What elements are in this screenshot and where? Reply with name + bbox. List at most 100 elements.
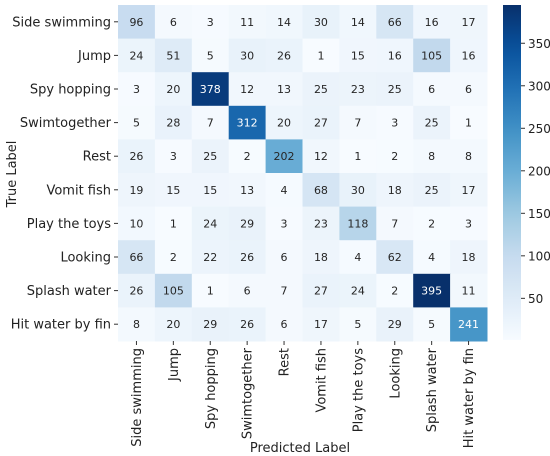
heatmap-cell: [450, 105, 488, 140]
y-tick-label: Rest: [83, 150, 111, 165]
y-tick-label: Jump: [77, 49, 111, 64]
cell-value-label: 202: [274, 150, 295, 163]
cell-value-label: 8: [428, 150, 435, 163]
cell-value-label: 51: [166, 49, 180, 62]
cell-value-label: 24: [203, 217, 217, 230]
cell-value-label: 378: [200, 83, 221, 96]
cell-value-label: 2: [428, 217, 435, 230]
cell-value-label: 14: [351, 16, 365, 29]
cell-value-label: 1: [354, 150, 361, 163]
cell-value-label: 6: [281, 251, 288, 264]
heatmap-cell: [376, 105, 414, 140]
x-tick-label: Looking: [388, 348, 403, 399]
heatmap-cell: [118, 273, 156, 308]
cell-value-label: 29: [388, 318, 402, 331]
heatmap-cell: [191, 240, 230, 275]
cell-value-label: 1: [465, 117, 472, 130]
x-tick-label: Hit water by fin: [462, 348, 477, 448]
cell-value-label: 3: [133, 83, 140, 96]
heatmap-cell: [376, 139, 414, 174]
heatmap-cell: [265, 72, 303, 107]
cell-value-label: 2: [170, 251, 177, 264]
x-tick-label: Play the toys: [351, 348, 366, 432]
y-tick-label: Hit water by fin: [11, 318, 111, 333]
heatmap-cell: [154, 38, 193, 73]
cell-value-label: 25: [314, 83, 328, 96]
heatmap-cell: [339, 273, 377, 308]
heatmap-cell: [450, 307, 488, 342]
cell-value-label: 26: [240, 318, 254, 331]
heatmap-cell: [228, 173, 267, 208]
cell-value-label: 14: [277, 16, 291, 29]
heatmap-cell: [339, 38, 377, 73]
y-axis-label: True Label: [5, 141, 20, 209]
heatmap-cell: [413, 105, 451, 140]
heatmap-cell: [191, 273, 230, 308]
cell-value-label: 16: [462, 49, 476, 62]
heatmap-cell: [302, 307, 340, 342]
cell-value-label: 4: [428, 251, 435, 264]
cell-value-label: 105: [163, 285, 184, 298]
cell-value-label: 66: [129, 251, 143, 264]
heatmap-cell: [154, 173, 193, 208]
heatmap-cell: [413, 307, 451, 342]
heatmap-cell: [191, 307, 230, 342]
heatmap-cell: [339, 307, 377, 342]
heatmap-cell: [450, 173, 488, 208]
cell-value-label: 18: [462, 251, 476, 264]
cell-value-label: 5: [207, 49, 214, 62]
cell-value-label: 15: [351, 49, 365, 62]
cell-value-label: 1: [170, 217, 177, 230]
colorbar-ticks: 50 100 150 200 250 300 350: [521, 37, 550, 306]
heatmap-cell: [302, 173, 340, 208]
colorbar: [503, 5, 521, 340]
heatmap-cell: [154, 105, 193, 140]
heatmap-cell: [228, 38, 267, 73]
heatmap-cell: [228, 206, 267, 241]
cell-value-label: 312: [237, 117, 258, 130]
cell-value-label: 241: [458, 318, 479, 331]
heatmap-cell: [191, 72, 230, 107]
cell-value-label: 18: [388, 184, 402, 197]
cell-value-label: 105: [421, 49, 442, 62]
heatmap-cell: [118, 105, 156, 140]
cell-value-label: 395: [421, 285, 442, 298]
cell-value-label: 28: [166, 117, 180, 130]
x-axis-label: Predicted Label: [250, 441, 350, 456]
heatmap-cell: [118, 240, 156, 275]
heatmap-cell: [265, 38, 303, 73]
cell-value-label: 17: [462, 184, 476, 197]
cell-value-label: 26: [129, 150, 143, 163]
cell-value-label: 7: [281, 285, 288, 298]
cell-value-label: 12: [314, 150, 328, 163]
cell-value-label: 4: [354, 251, 361, 264]
heatmap-cell: [450, 139, 488, 174]
y-tick-labels: Side swimming Jump Spy hopping Swimtogether…: [11, 15, 118, 333]
heatmap-cell: [339, 72, 377, 107]
heatmap-cell: [339, 240, 377, 275]
cell-value-label: 5: [354, 318, 361, 331]
heatmap-cell: [265, 139, 303, 174]
heatmap-cell: [118, 38, 156, 73]
heatmap-cell: [191, 38, 230, 73]
cell-value-label: 27: [314, 285, 328, 298]
cell-value-label: 96: [129, 16, 143, 29]
heatmap-cell: [154, 5, 193, 40]
colorbar-tick-label: 350: [528, 37, 550, 51]
heatmap-cell: [302, 72, 340, 107]
cell-value-label: 29: [240, 217, 254, 230]
cell-value-label: 3: [465, 217, 472, 230]
heatmap-cell: [376, 240, 414, 275]
heatmap-cell: [339, 105, 377, 140]
heatmap-cell: [376, 206, 414, 241]
cell-value-label: 7: [207, 117, 214, 130]
heatmap-cell: [450, 38, 488, 73]
cell-value-label: 6: [170, 16, 177, 29]
y-tick-label: Swimtogether: [20, 116, 112, 131]
heatmap-cell: [302, 38, 340, 73]
cell-value-label: 30: [314, 16, 328, 29]
heatmap-cell: [265, 307, 303, 342]
cell-value-label: 12: [240, 83, 254, 96]
cell-value-label: 15: [166, 184, 180, 197]
cell-value-label: 6: [281, 318, 288, 331]
